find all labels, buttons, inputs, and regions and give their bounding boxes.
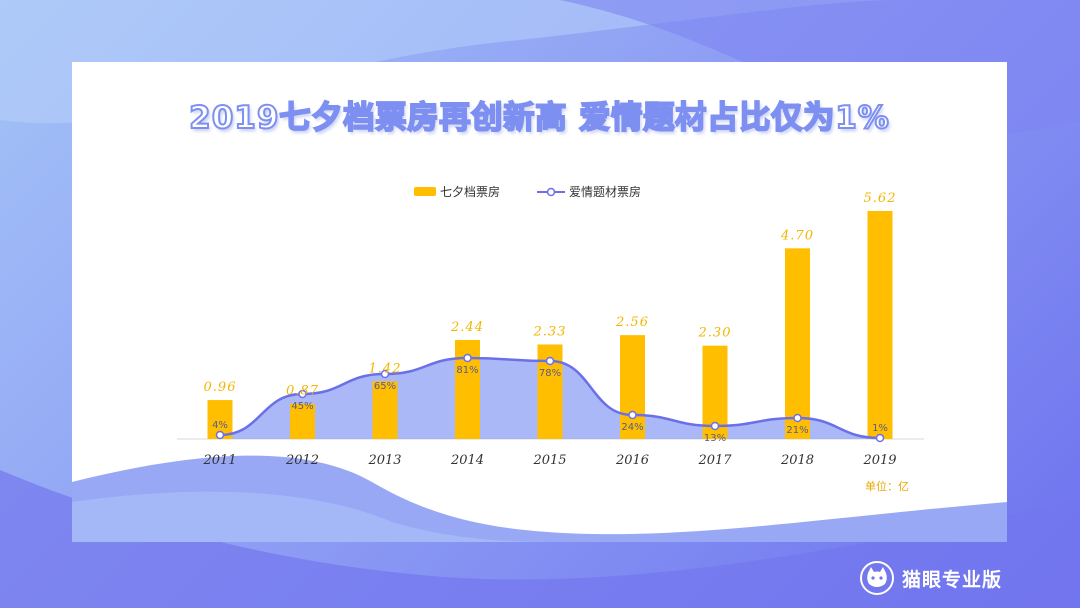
bar-2013	[372, 381, 398, 439]
line-value-label-2018: 21%	[786, 425, 808, 436]
line-value-label-2017: 13%	[704, 433, 726, 444]
line-point-2013	[380, 369, 390, 379]
x-tick-label-2017: 2017	[697, 453, 732, 468]
bar-2016	[620, 335, 645, 439]
line-value-label-2013: 65%	[374, 381, 396, 392]
legend-line-label: 爱情题材票房	[569, 184, 641, 199]
line-value-label-2011: 4%	[212, 420, 228, 431]
x-tick-label-2012: 2012	[285, 453, 319, 468]
x-tick-label-2015: 2015	[532, 453, 566, 468]
bar-value-label-2014: 2.44	[450, 320, 484, 335]
bar-value-label-2017: 2.30	[698, 326, 732, 341]
bar-2019	[867, 211, 893, 439]
bar-value-label-2016: 2.56	[615, 315, 649, 330]
line-point-2012	[298, 389, 307, 399]
card-bottom-wave	[72, 455, 1007, 542]
x-tick-label-2018: 2018	[780, 453, 814, 468]
line-point-2011	[215, 430, 225, 440]
x-tick-label-2013: 2013	[367, 453, 401, 468]
bar-value-label-2013: 1.42	[369, 361, 402, 376]
bar-2018	[785, 248, 810, 439]
line-value-label-2014: 81%	[456, 365, 478, 376]
line-value-label-2015: 78%	[539, 368, 561, 379]
legend-line-marker	[546, 187, 556, 197]
line-point-2017	[710, 421, 720, 431]
legend-bar-label: 七夕档票房	[440, 184, 500, 199]
chart-card: 2019七夕档票房再创新高 爱情题材占比仅为1% 七夕档票房 爱情题材票房 0.…	[72, 62, 1007, 542]
combo-chart: 七夕档票房 爱情题材票房 0.96 2011 0.87 2012 1.42 2013 2.4…	[177, 184, 924, 468]
line-point-2015	[545, 356, 555, 366]
page-title: 2019七夕档票房再创新高 爱情题材占比仅为1%	[188, 99, 890, 137]
legend-bar-swatch	[414, 187, 436, 196]
bar-value-label-2011: 0.96	[204, 380, 237, 395]
brand-name: 猫眼专业版	[902, 568, 1003, 591]
line-value-label-2016: 24%	[621, 422, 643, 433]
bar-2012	[290, 403, 315, 439]
line-point-2018	[793, 413, 802, 423]
bar-value-label-2015: 2.33	[533, 324, 567, 339]
line-point-2016	[628, 410, 637, 420]
bar-value-label-2018: 4.70	[780, 228, 814, 243]
cat-logo-icon	[860, 561, 894, 595]
x-tick-label-2014: 2014	[450, 453, 484, 468]
bar-value-label-2019: 5.62	[864, 191, 897, 206]
line-value-label-2012: 45%	[291, 401, 313, 412]
line-point-2019	[875, 433, 885, 443]
unit-label: 单位：亿	[865, 480, 909, 493]
brand-logo: 猫眼专业版	[860, 561, 1002, 595]
x-tick-label-2016: 2016	[615, 453, 649, 468]
chart-legend: 七夕档票房 爱情题材票房	[414, 184, 641, 199]
bar-value-label-2012: 0.87	[286, 384, 319, 399]
line-value-label-2019: 1%	[872, 423, 888, 434]
x-tick-label-2011: 2011	[202, 453, 236, 468]
line-point-2014	[463, 353, 472, 363]
x-tick-label-2019: 2019	[862, 453, 896, 468]
